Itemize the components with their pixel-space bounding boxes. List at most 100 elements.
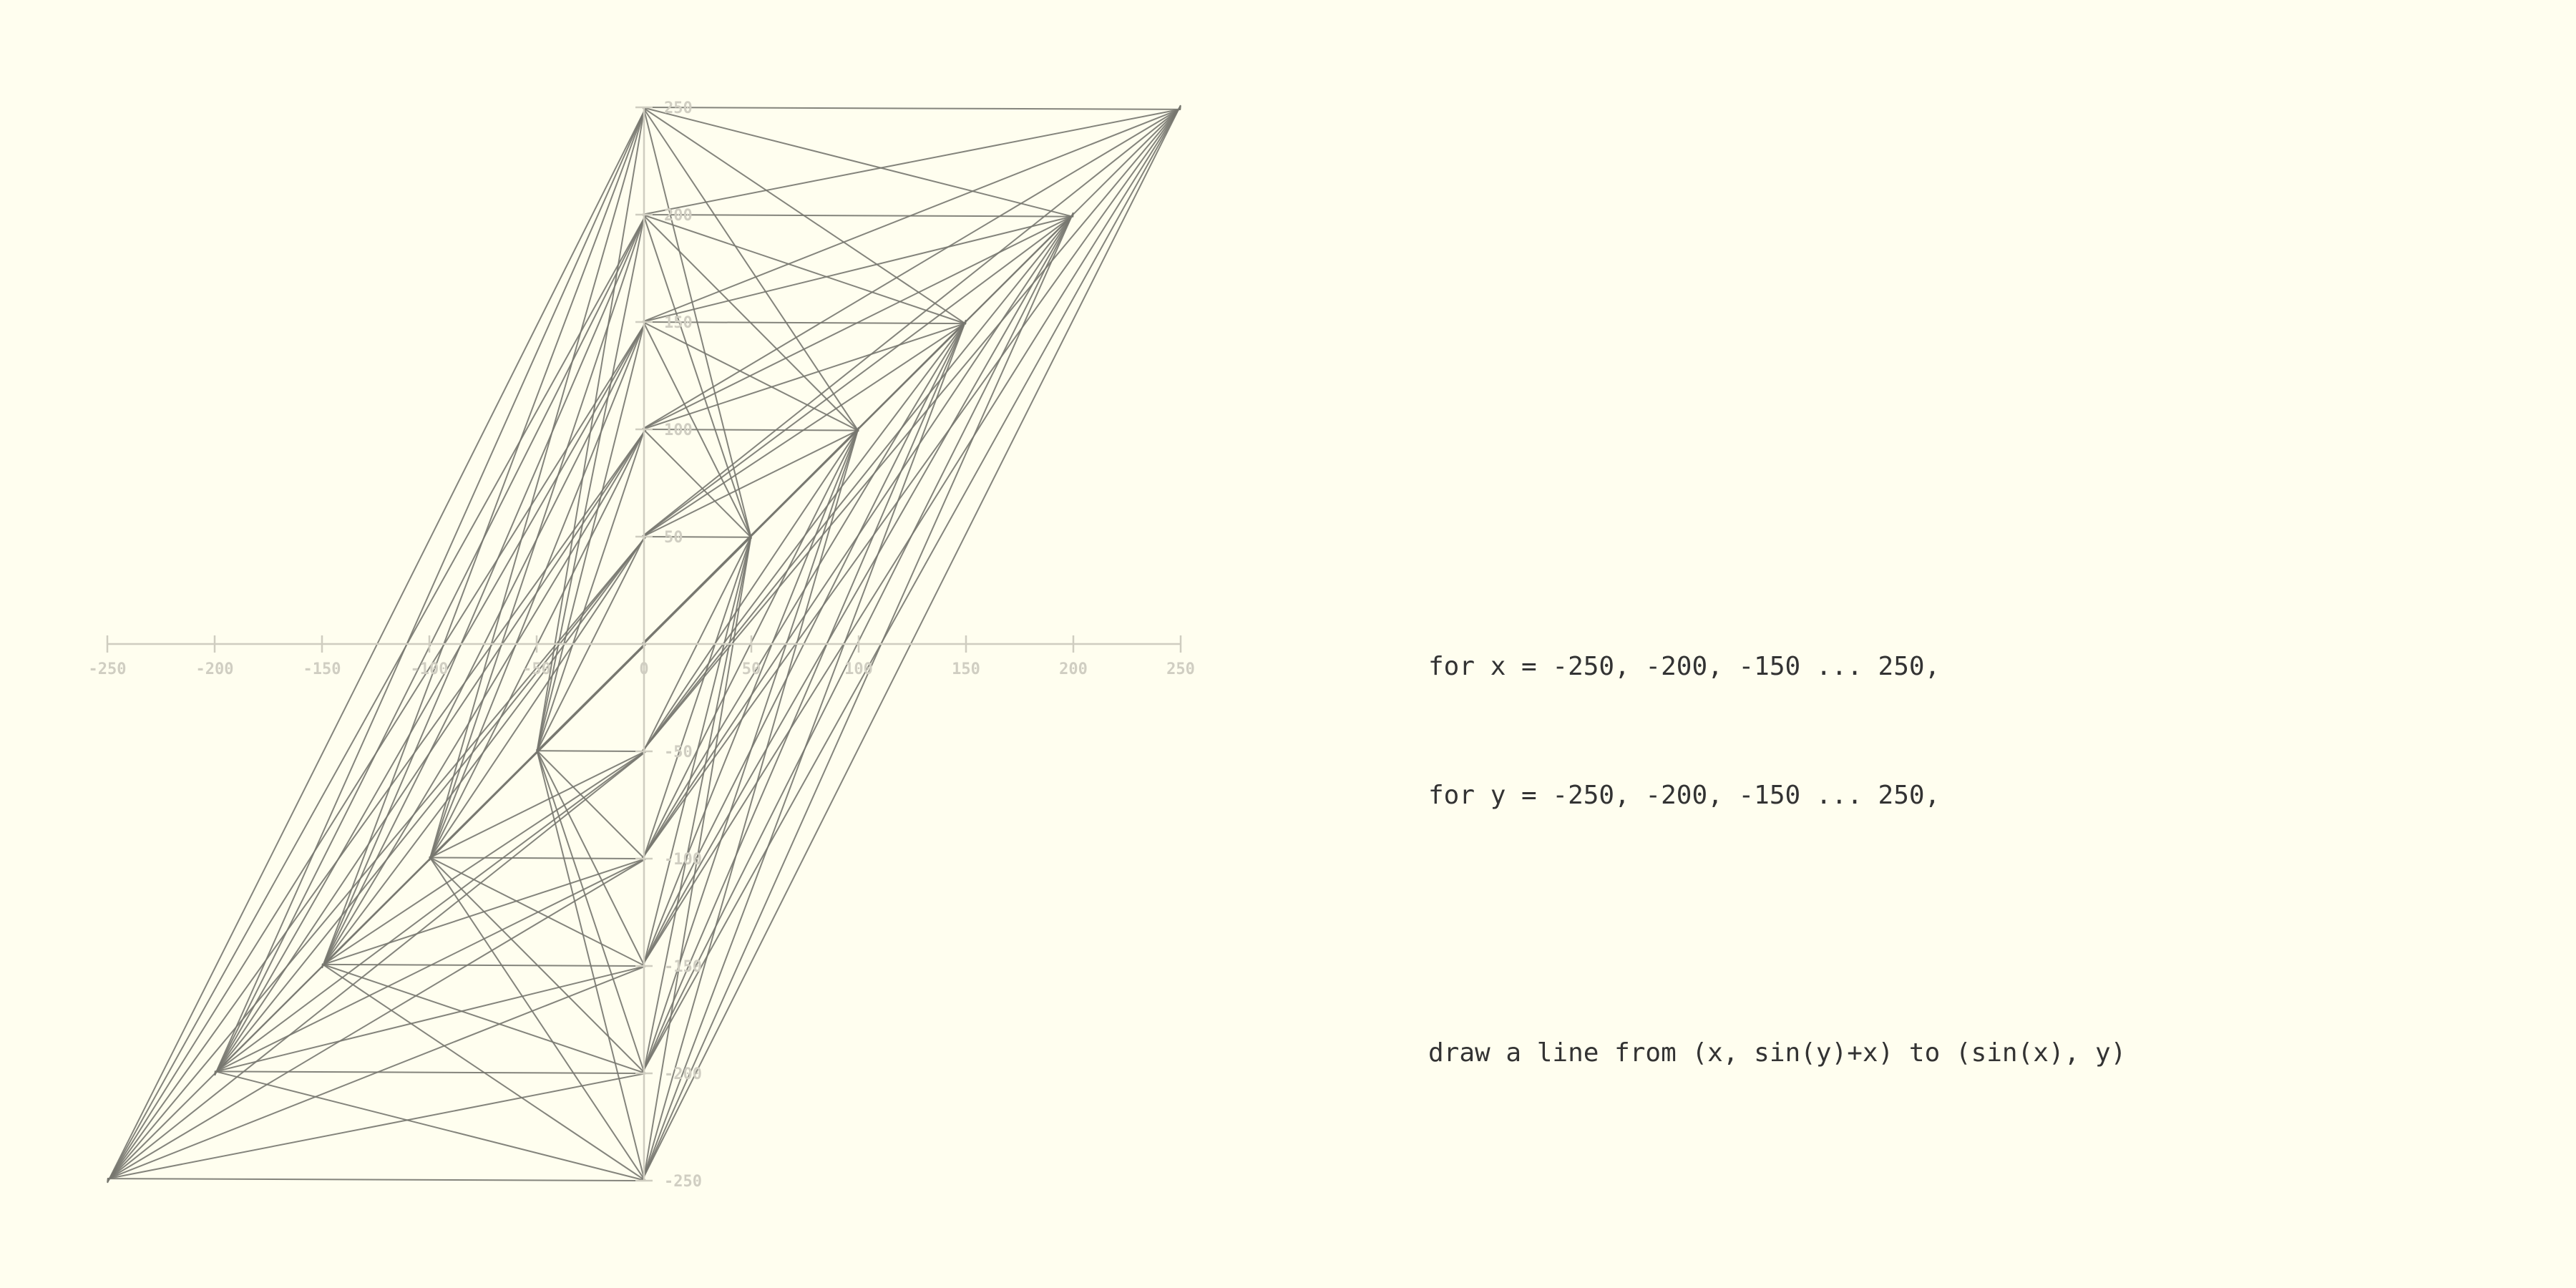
- mesh-line: [214, 214, 647, 1076]
- mesh-line: [641, 104, 1181, 1181]
- mesh-line: [536, 214, 645, 753]
- mesh-line: [321, 963, 646, 1074]
- mesh-line: [107, 858, 647, 1181]
- x-tick-label: -150: [303, 660, 341, 678]
- mesh-line: [642, 321, 967, 752]
- mesh-line: [641, 107, 1181, 430]
- mesh-line: [107, 751, 647, 1181]
- mesh-line: [641, 320, 967, 859]
- mesh-line: [643, 321, 859, 432]
- mesh-line: [643, 429, 752, 539]
- mesh-line: [641, 107, 1181, 645]
- mesh-line: [641, 104, 1181, 1074]
- mesh-line: [641, 105, 1181, 859]
- caption-line-x-loop: for x = -250, -200, -150 ... 250,: [1428, 652, 1941, 681]
- y-tick-label: -100: [664, 851, 702, 869]
- mesh-line: [643, 535, 752, 859]
- mesh-line: [641, 213, 1074, 859]
- x-tick-label: -50: [522, 660, 551, 678]
- mesh-line: [429, 856, 646, 1181]
- line-mesh-plot: -250 -200 -150 -100 -50 0 50 100 150 200 250 250 20…: [89, 99, 1195, 1191]
- mesh-line: [642, 107, 1181, 110]
- mesh-line: [536, 748, 645, 1181]
- mesh-line: [429, 857, 645, 859]
- mesh-line: [429, 856, 645, 967]
- y-tick-label: 200: [664, 207, 693, 225]
- mesh-line: [536, 749, 645, 967]
- caption-line-draw-rule: draw a line from (x, sin(y)+x) to (sin(x…: [1428, 1038, 2127, 1068]
- mesh-line: [641, 212, 1074, 1074]
- mesh-line: [641, 107, 1181, 537]
- mesh-line: [321, 214, 647, 969]
- mesh-line: [429, 321, 646, 861]
- x-tick-label: -200: [196, 660, 234, 678]
- mesh-lines: [107, 104, 1181, 1184]
- mesh-line: [214, 965, 646, 1073]
- x-tick-label: 250: [1166, 660, 1195, 678]
- y-tick-label: -250: [664, 1173, 702, 1191]
- mesh-line: [641, 213, 1074, 967]
- mesh-line: [642, 107, 859, 432]
- x-tick-label: -250: [89, 660, 127, 678]
- mesh-line: [643, 535, 752, 1074]
- x-tick-label: 50: [742, 660, 761, 678]
- description-text: for x = -250, -200, -150 ... 250, for y …: [1428, 560, 2430, 1161]
- mesh-line: [107, 214, 647, 1184]
- x-tick-label: 150: [952, 660, 980, 678]
- x-tick-label: -100: [411, 660, 449, 678]
- y-tick-label: 250: [664, 99, 693, 117]
- mesh-line: [642, 321, 967, 325]
- y-tick-label: -150: [664, 958, 702, 976]
- mesh-line: [321, 963, 646, 1181]
- mesh-line: [107, 429, 647, 1183]
- mesh-line: [107, 1073, 647, 1180]
- mesh-line: [641, 105, 1181, 967]
- mesh-line: [641, 213, 1074, 752]
- mesh-line: [642, 321, 967, 537]
- mesh-line: [642, 107, 1074, 218]
- mesh-line: [642, 426, 859, 1181]
- y-tick-label: 50: [664, 529, 683, 547]
- mesh-line: [641, 108, 1181, 215]
- mesh-line: [641, 214, 1074, 537]
- mesh-line: [536, 643, 645, 752]
- mesh-line: [642, 215, 1074, 323]
- mesh-line: [214, 1070, 646, 1074]
- mesh-line: [214, 107, 647, 1076]
- mesh-line: [214, 536, 647, 1075]
- mesh-line: [536, 749, 645, 859]
- mesh-line: [536, 749, 645, 1074]
- mesh-line: [536, 429, 645, 753]
- mesh-line: [214, 751, 647, 1074]
- mesh-line: [429, 751, 645, 859]
- mesh-line: [321, 107, 647, 969]
- mesh-line: [321, 963, 646, 967]
- mesh-line: [643, 429, 859, 431]
- mesh-line: [641, 319, 967, 1074]
- mesh-line: [643, 107, 752, 540]
- mesh-line: [214, 1070, 646, 1181]
- caption-line-blank: [1428, 903, 2430, 946]
- mesh-line: [642, 322, 967, 430]
- mesh-line: [536, 321, 645, 753]
- x-axis-ticks: -250 -200 -150 -100 -50 0 50 100 150 200 250: [89, 635, 1195, 678]
- mesh-line: [429, 536, 646, 860]
- mesh-line: [107, 107, 647, 1184]
- mesh-line: [642, 428, 859, 752]
- y-tick-label: 150: [664, 314, 693, 332]
- y-tick-label: -50: [664, 743, 693, 761]
- mesh-line: [642, 214, 967, 325]
- y-tick-label: -200: [664, 1065, 702, 1083]
- mesh-line: [641, 108, 1181, 323]
- x-tick-label: 0: [639, 660, 648, 678]
- x-tick-label: 100: [844, 660, 873, 678]
- y-tick-label: 100: [664, 421, 693, 439]
- mesh-line: [107, 1178, 646, 1181]
- mesh-line: [429, 107, 646, 862]
- caption-line-y-loop: for y = -250, -200, -150 ... 250,: [1428, 781, 1941, 810]
- mesh-line: [643, 429, 859, 537]
- mesh-line: [214, 321, 647, 1075]
- y-axis-ticks: 250 200 150 100 50 -50 -100 -150 -200 -250: [635, 99, 702, 1191]
- mesh-line: [536, 107, 645, 754]
